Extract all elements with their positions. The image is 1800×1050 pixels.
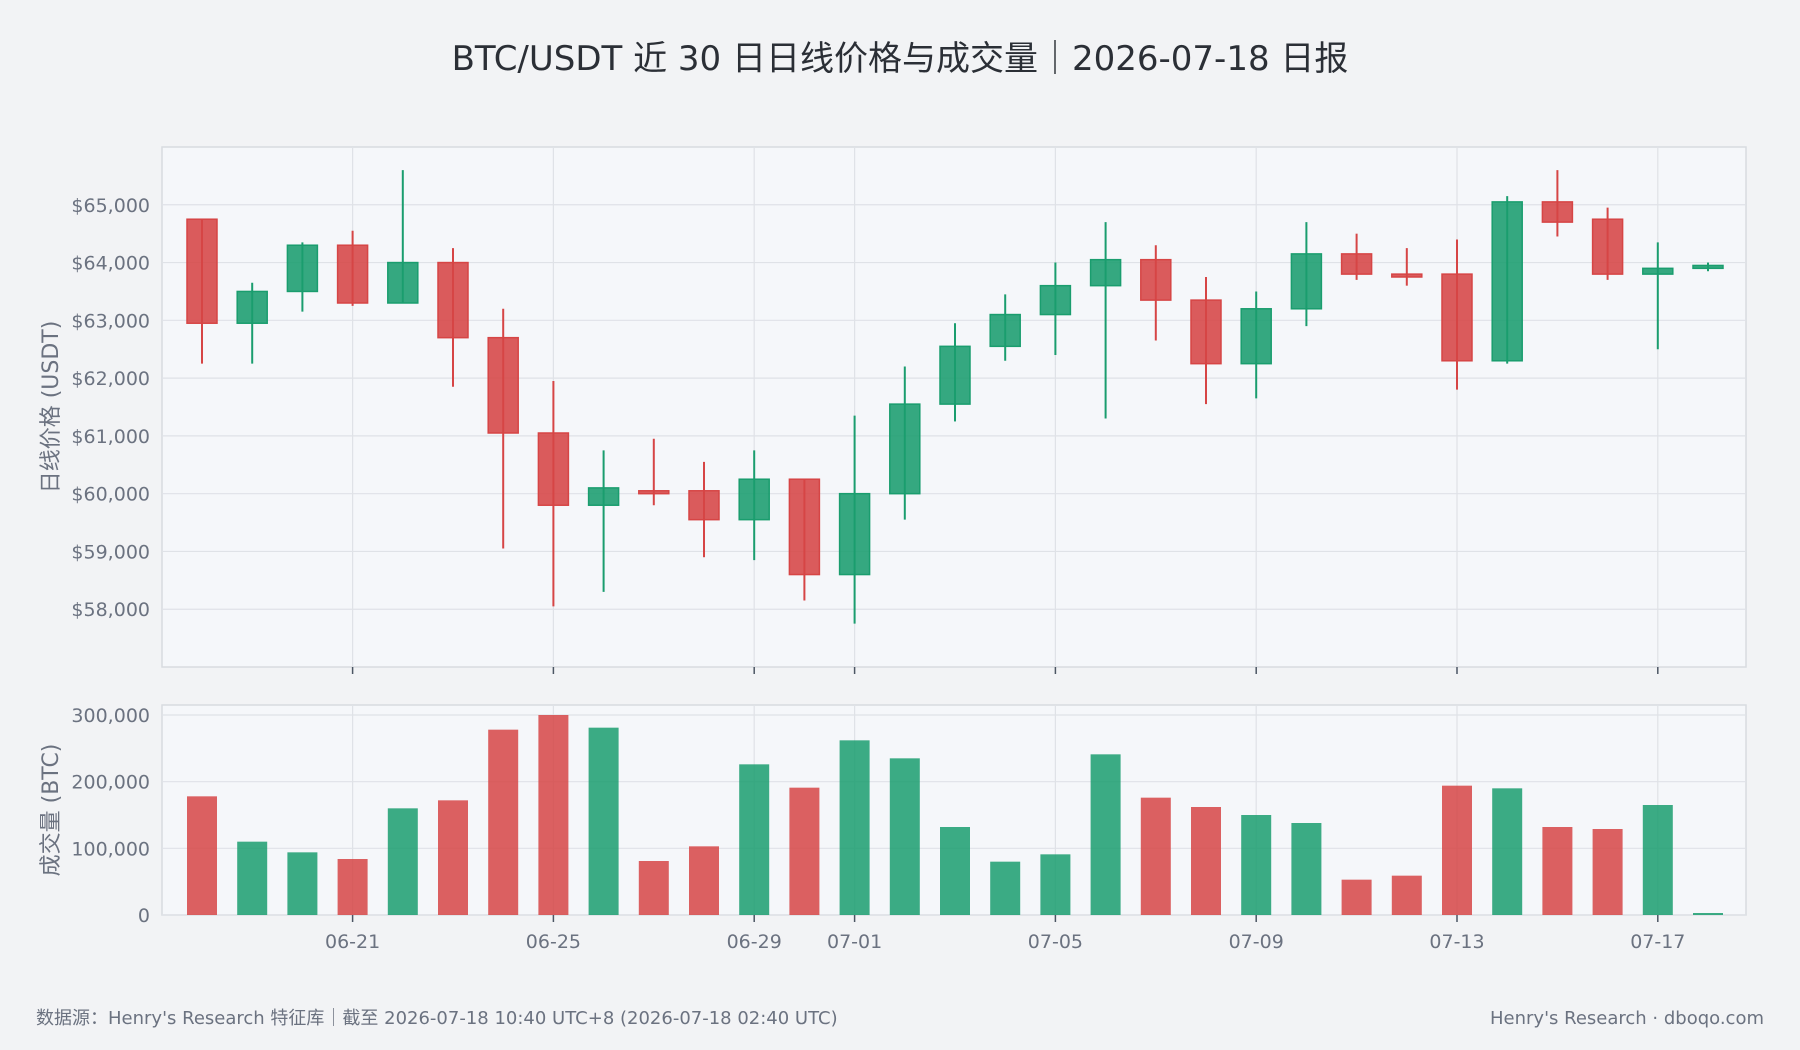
candle-body bbox=[688, 490, 720, 521]
price-tick-label: $61,000 bbox=[71, 426, 150, 448]
candle-body bbox=[1692, 264, 1724, 270]
volume-bar bbox=[1492, 788, 1523, 915]
volume-bar bbox=[789, 787, 820, 915]
price-tick-label: $58,000 bbox=[71, 599, 150, 621]
price-tick-label: $65,000 bbox=[71, 195, 150, 217]
candle-body bbox=[788, 478, 821, 576]
volume-bar bbox=[287, 852, 318, 915]
volume-bar bbox=[1442, 785, 1472, 915]
candle-body bbox=[437, 261, 469, 339]
volume-bar bbox=[1693, 913, 1723, 915]
volume-bar bbox=[990, 861, 1021, 915]
candle-body bbox=[487, 336, 519, 434]
x-tick-label: 07-01 bbox=[827, 931, 882, 953]
volume-bar bbox=[689, 846, 719, 915]
volume-bar bbox=[237, 841, 268, 915]
candle-body bbox=[889, 403, 921, 495]
candle-body bbox=[989, 313, 1021, 348]
x-tick-label: 06-21 bbox=[325, 931, 380, 953]
candle-body bbox=[1391, 273, 1423, 278]
candle-body bbox=[1140, 258, 1172, 301]
x-tick-label: 06-25 bbox=[526, 931, 581, 953]
volume-tick-label: 0 bbox=[138, 905, 150, 927]
volume-bars bbox=[187, 715, 1723, 915]
volume-bar bbox=[1191, 807, 1221, 915]
volume-bar bbox=[1391, 875, 1422, 915]
volume-bar bbox=[1291, 823, 1322, 915]
volume-bar bbox=[1542, 827, 1573, 915]
volume-bar bbox=[1341, 879, 1372, 915]
candle-body bbox=[838, 492, 871, 576]
volume-bar bbox=[1592, 829, 1623, 915]
candle-body bbox=[1591, 218, 1624, 275]
volume-bar bbox=[438, 800, 468, 915]
price-tick-label: $63,000 bbox=[71, 310, 150, 332]
candle-body bbox=[1340, 253, 1373, 275]
candle-body bbox=[1240, 308, 1272, 365]
candle-body bbox=[236, 290, 268, 324]
candle-body bbox=[939, 345, 971, 405]
grid-lines bbox=[162, 147, 1746, 916]
x-tick-label: 07-17 bbox=[1630, 931, 1685, 953]
candle-body bbox=[1089, 258, 1122, 287]
x-tick-label: 07-05 bbox=[1028, 931, 1083, 953]
volume-bar bbox=[588, 727, 619, 915]
footer-source: 数据源：Henry's Research 特征库｜截至 2026-07-18 1… bbox=[36, 1008, 838, 1029]
candle-body bbox=[1491, 201, 1523, 362]
x-tick-label: 07-09 bbox=[1229, 931, 1284, 953]
candle-body bbox=[286, 244, 319, 293]
volume-bar bbox=[1040, 854, 1071, 915]
price-tick-label: $64,000 bbox=[71, 253, 150, 275]
volume-bar bbox=[187, 796, 217, 915]
candlesticks bbox=[186, 170, 1724, 624]
axes: $58,000 $59,000 $60,000 $61,000 $62,000 $63,0… bbox=[71, 195, 1685, 953]
volume-bar bbox=[1090, 754, 1121, 915]
candle-body bbox=[1642, 267, 1674, 275]
price-tick-label: $59,000 bbox=[71, 541, 150, 563]
volume-bar bbox=[940, 827, 970, 915]
candle-body bbox=[537, 432, 570, 506]
volume-tick-label: 100,000 bbox=[71, 838, 150, 860]
candle-body bbox=[587, 487, 620, 506]
candle-body bbox=[738, 478, 770, 521]
volume-bar bbox=[538, 715, 569, 915]
price-ylabel: 日线价格 (USDT) bbox=[39, 321, 64, 494]
candle-body bbox=[1441, 273, 1473, 362]
candle-body bbox=[1541, 201, 1574, 223]
volume-bar bbox=[1642, 805, 1673, 915]
x-tick-label: 07-13 bbox=[1429, 931, 1484, 953]
volume-bar bbox=[739, 764, 770, 915]
volume-bar bbox=[337, 859, 368, 915]
footer-brand: Henry's Research · dboqo.com bbox=[1490, 1008, 1764, 1029]
volume-bar bbox=[1241, 815, 1272, 915]
volume-bar bbox=[889, 758, 920, 915]
price-tick-label: $62,000 bbox=[71, 368, 150, 390]
volume-tick-label: 200,000 bbox=[71, 772, 150, 794]
price-tick-label: $60,000 bbox=[71, 484, 150, 506]
volume-tick-label: 300,000 bbox=[71, 705, 150, 727]
chart-title: BTC/USDT 近 30 日日线价格与成交量｜2026-07-18 日报 bbox=[452, 39, 1349, 79]
candle-body bbox=[387, 261, 419, 304]
x-tick-label: 06-29 bbox=[727, 931, 782, 953]
volume-bar bbox=[638, 861, 669, 915]
candle-body bbox=[336, 244, 369, 304]
candle-body bbox=[1039, 284, 1072, 316]
volume-bar bbox=[387, 808, 418, 915]
candle-body bbox=[1290, 253, 1323, 310]
volume-bar bbox=[488, 729, 519, 915]
candle-body bbox=[638, 490, 670, 495]
volume-bar bbox=[1140, 797, 1171, 915]
candle-body bbox=[186, 218, 218, 324]
candle-body bbox=[1190, 299, 1222, 365]
volume-ylabel: 成交量 (BTC) bbox=[39, 744, 64, 877]
volume-bar bbox=[839, 740, 870, 915]
